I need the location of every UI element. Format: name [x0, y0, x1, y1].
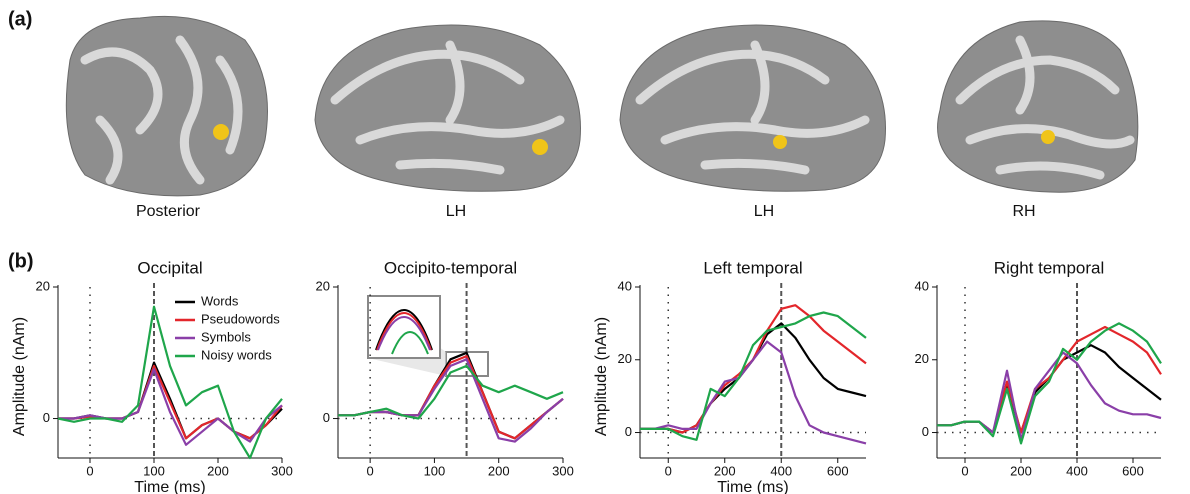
y-tick-label: 0 [625, 424, 632, 439]
x-tick-label: 0 [961, 463, 968, 478]
y-tick-label: 0 [43, 410, 50, 425]
brain-image [938, 21, 1138, 192]
panel-label: (b) [8, 250, 34, 272]
brain-label: LH [446, 203, 466, 220]
x-tick-label: 200 [714, 463, 736, 478]
data-line [937, 345, 1161, 432]
y-tick-label: 0 [323, 410, 330, 425]
y-tick-label: 40 [618, 278, 632, 293]
x-tick-label: 200 [488, 463, 510, 478]
data-line [58, 366, 282, 438]
data-line [937, 353, 1161, 440]
data-line [937, 323, 1161, 443]
brain-label: LH [754, 203, 774, 220]
legend-label: Words [201, 293, 239, 308]
x-axis-label: Time (ms) [717, 479, 788, 494]
x-tick-label: 400 [1066, 463, 1088, 478]
x-tick-label: 0 [86, 463, 93, 478]
data-line [640, 313, 866, 440]
x-tick-label: 0 [665, 463, 672, 478]
y-tick-label: 40 [915, 278, 929, 293]
brain-image [620, 25, 886, 191]
y-tick-label: 0 [922, 424, 929, 439]
chart-title: Occipito-temporal [384, 258, 517, 277]
chart-title: Left temporal [703, 258, 802, 277]
data-line [58, 369, 282, 445]
data-line [640, 305, 866, 432]
brain-image [66, 16, 267, 196]
brain-label: RH [1012, 203, 1035, 220]
data-line [338, 356, 563, 438]
legend-label: Noisy words [201, 347, 272, 362]
y-axis-label: Amplitude (nAm) [593, 317, 610, 436]
x-tick-label: 400 [770, 463, 792, 478]
data-line [640, 342, 866, 444]
legend-label: Symbols [201, 329, 251, 344]
x-tick-label: 600 [827, 463, 849, 478]
y-tick-label: 20 [915, 351, 929, 366]
brain-label: Posterior [136, 203, 201, 220]
brain-image [315, 25, 581, 191]
x-tick-label: 300 [271, 463, 293, 478]
x-tick-label: 100 [143, 463, 165, 478]
y-tick-label: 20 [618, 351, 632, 366]
x-tick-label: 0 [367, 463, 374, 478]
x-tick-label: 300 [552, 463, 574, 478]
chart-title: Right temporal [994, 258, 1105, 277]
x-tick-label: 200 [207, 463, 229, 478]
panel-label: (a) [8, 8, 32, 30]
data-line [338, 366, 563, 419]
y-tick-label: 20 [36, 278, 50, 293]
chart-title: Occipital [137, 258, 202, 277]
legend-label: Pseudowords [201, 311, 280, 326]
data-line [640, 323, 866, 432]
x-tick-label: 100 [424, 463, 446, 478]
x-axis-label: Time (ms) [134, 479, 205, 494]
x-tick-label: 600 [1122, 463, 1144, 478]
x-tick-label: 200 [1010, 463, 1032, 478]
y-axis-label: Amplitude (nAm) [11, 317, 28, 436]
figure: (a) (b) Posterior LH LH RH Occipital0200… [0, 0, 1190, 494]
y-tick-label: 20 [316, 278, 330, 293]
